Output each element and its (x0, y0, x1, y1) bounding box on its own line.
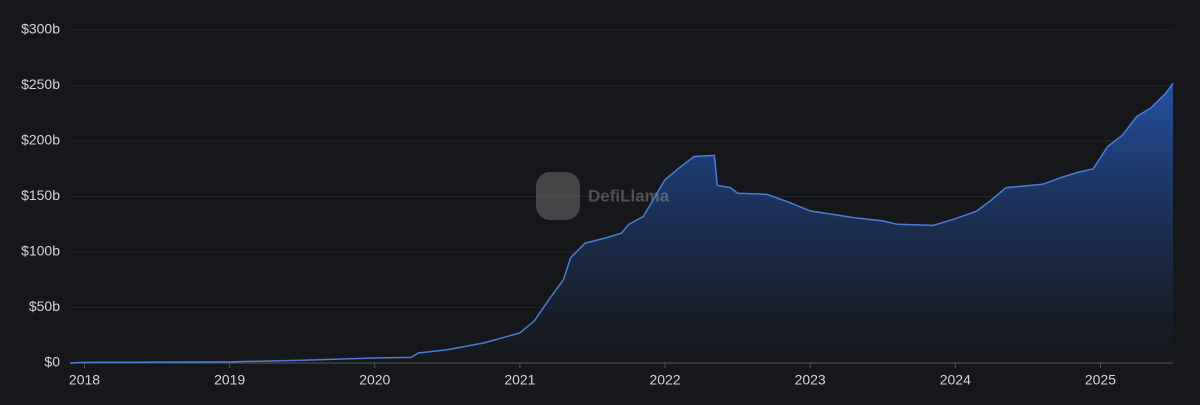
y-tick-label: $0 (44, 354, 60, 370)
y-tick-label: $50b (29, 298, 60, 314)
y-tick-label: $300b (21, 21, 60, 37)
y-tick-label: $200b (21, 132, 60, 148)
y-tick-label: $250b (21, 76, 60, 92)
line (69, 82, 1174, 364)
x-tick-label: 2024 (940, 372, 971, 388)
watermark: DefiLlama (536, 172, 670, 220)
watermark-logo (536, 172, 580, 220)
y-tick-label: $100b (21, 243, 60, 259)
x-tick-label: 2018 (69, 372, 100, 388)
x-tick-label: 2025 (1085, 372, 1116, 388)
y-tick-label: $150b (21, 187, 60, 203)
watermark-text: DefiLlama (588, 186, 670, 205)
x-tick-label: 2022 (649, 372, 680, 388)
x-tick-label: 2020 (359, 372, 390, 388)
x-tick-label: 2021 (504, 372, 535, 388)
area (70, 83, 1173, 364)
x-tick-label: 2023 (795, 372, 826, 388)
x-tick-label: 2019 (214, 372, 245, 388)
